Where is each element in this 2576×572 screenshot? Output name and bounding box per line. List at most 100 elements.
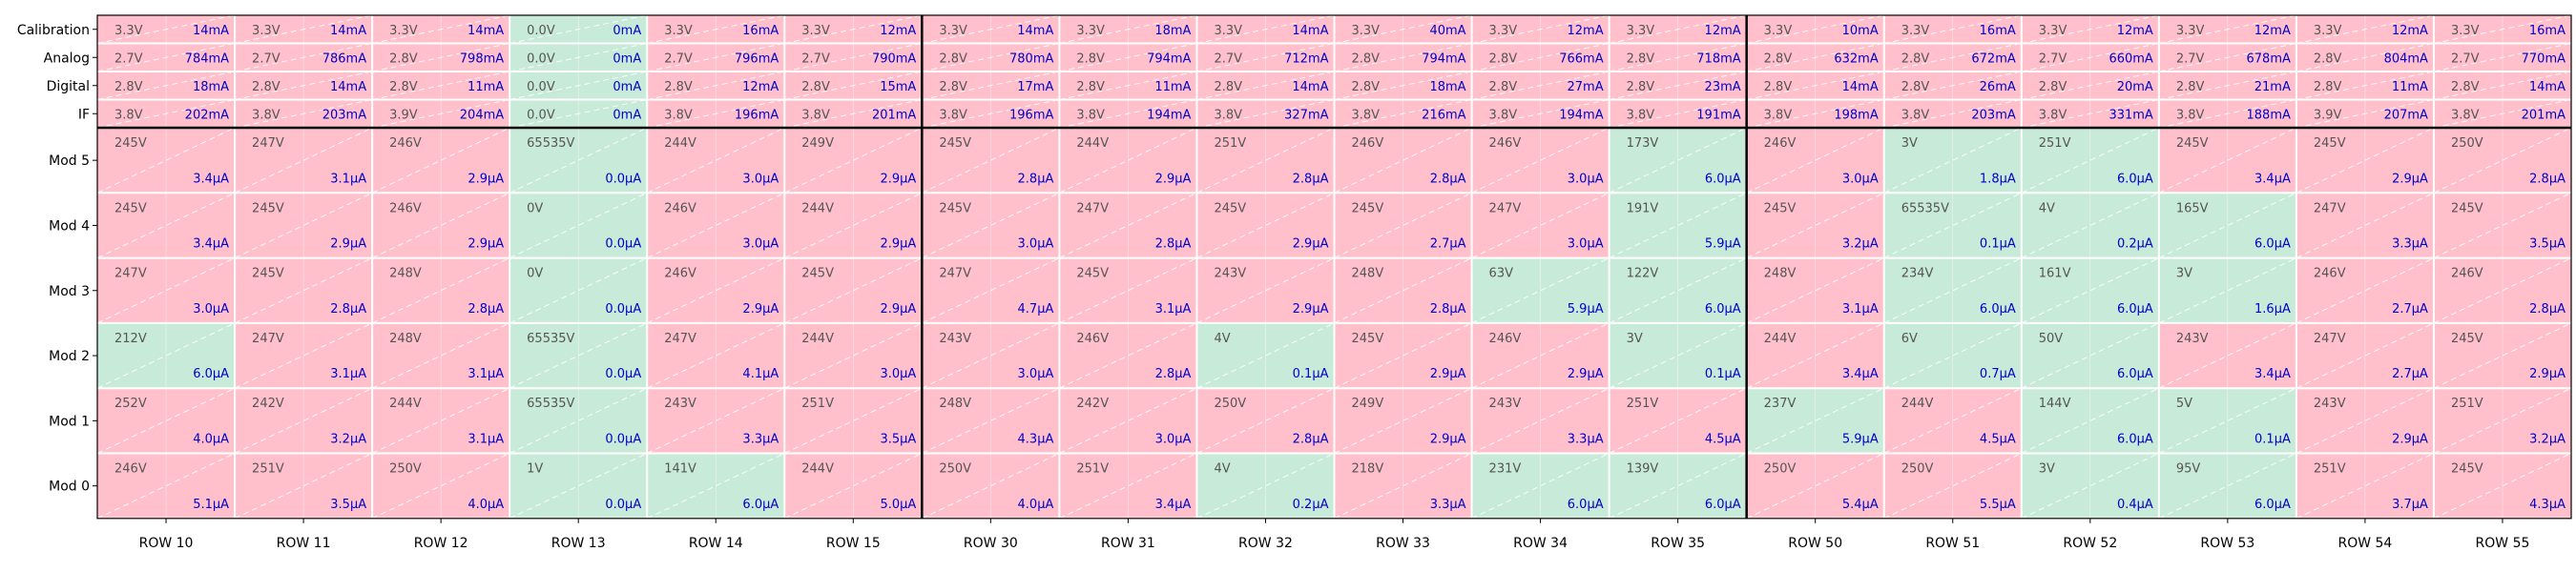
cell-diagonal <box>647 322 785 389</box>
column-label: ROW 30 <box>964 536 1018 551</box>
module-current-label: 2.9µA <box>467 237 504 252</box>
module-voltage-label: 65535V <box>527 332 574 346</box>
module-current-label: 3.0µA <box>1155 433 1192 447</box>
cell-diagonal <box>1334 257 1472 324</box>
module-voltage-label: 248V <box>1352 267 1384 281</box>
power-current-label: 12mA <box>742 80 779 94</box>
module-current-label: 3.0µA <box>1018 367 1054 381</box>
module-current-label: 3.4µA <box>1155 498 1192 512</box>
power-current-label: 0mA <box>613 80 641 94</box>
power-voltage-label: 2.7V <box>801 51 830 66</box>
power-current-label: 23mA <box>1705 80 1741 94</box>
power-current-label: 0mA <box>613 108 641 122</box>
column-label: ROW 34 <box>1513 536 1568 551</box>
cell-diagonal <box>922 257 1060 324</box>
cell-diagonal <box>2158 322 2297 389</box>
power-voltage-label: 0.0V <box>527 24 555 38</box>
power-current-label: 20mA <box>2117 80 2153 94</box>
module-voltage-label: 212V <box>114 332 147 346</box>
cell-diagonal <box>234 127 373 194</box>
module-voltage-label: 3V <box>1901 136 1918 151</box>
power-voltage-label: 3.3V <box>2451 24 2480 38</box>
module-current-label: 2.9µA <box>1430 367 1466 381</box>
power-voltage-label: 3.8V <box>114 108 143 122</box>
power-voltage-label: 0.0V <box>527 108 555 122</box>
module-current-label: 6.0µA <box>1980 302 2016 317</box>
cell-diagonal <box>2433 257 2572 324</box>
module-current-label: 6.0µA <box>193 367 229 381</box>
power-voltage-label: 3.3V <box>1627 24 1655 38</box>
power-voltage-label: 2.8V <box>1489 51 1518 66</box>
power-voltage-label: 2.8V <box>1627 51 1655 66</box>
module-voltage-label: 249V <box>801 136 834 151</box>
power-current-label: 632mA <box>1834 51 1878 66</box>
module-current-label: 3.2µA <box>2529 433 2566 447</box>
module-current-label: 3.0µA <box>742 172 779 186</box>
power-voltage-label: 2.8V <box>1076 80 1105 94</box>
module-current-label: 3.4µA <box>193 237 229 252</box>
power-current-label: 12mA <box>2117 24 2153 38</box>
module-current-label: 0.2µA <box>2117 237 2153 252</box>
module-voltage-label: 5V <box>2176 397 2192 411</box>
power-voltage-label: 2.7V <box>114 51 143 66</box>
module-current-label: 3.5µA <box>880 433 916 447</box>
power-current-label: 202mA <box>185 108 229 122</box>
power-voltage-label: 2.8V <box>114 80 143 94</box>
cell-diagonal <box>2296 257 2435 324</box>
module-voltage-label: 246V <box>1076 332 1109 346</box>
power-voltage-label: 2.8V <box>1901 80 1930 94</box>
cell-diagonal <box>922 322 1060 389</box>
cell-diagonal <box>784 257 923 324</box>
power-voltage-label: 3.3V <box>664 24 693 38</box>
cell-diagonal <box>1471 322 1610 389</box>
module-voltage-label: 247V <box>252 136 284 151</box>
module-voltage-label: 242V <box>252 397 284 411</box>
module-current-label: 1.8µA <box>1980 172 2016 186</box>
module-current-label: 3.5µA <box>330 498 366 512</box>
power-voltage-label: 2.8V <box>2451 80 2480 94</box>
module-current-label: 3.1µA <box>467 433 504 447</box>
module-current-label: 5.9µA <box>1568 302 1604 317</box>
power-current-label: 18mA <box>1429 80 1465 94</box>
power-voltage-label: 2.8V <box>1901 51 1930 66</box>
power-voltage-label: 2.8V <box>389 80 418 94</box>
cell-diagonal <box>234 192 373 259</box>
cell-diagonal <box>1471 453 1610 520</box>
power-voltage-label: 2.7V <box>2451 51 2480 66</box>
module-current-label: 6.0µA <box>2117 302 2153 317</box>
cell-diagonal <box>2296 453 2435 520</box>
power-voltage-label: 2.8V <box>1764 80 1793 94</box>
module-voltage-label: 144V <box>2039 397 2071 411</box>
cell-diagonal <box>96 453 236 520</box>
power-current-label: 198mA <box>1834 108 1878 122</box>
cell-diagonal <box>2296 322 2435 389</box>
module-current-label: 3.3µA <box>742 433 779 447</box>
module-voltage-label: 251V <box>2451 397 2483 411</box>
power-current-label: 11mA <box>467 80 504 94</box>
module-voltage-label: 245V <box>2176 136 2209 151</box>
column-label: ROW 53 <box>2200 536 2254 551</box>
power-voltage-label: 3.8V <box>252 108 280 122</box>
module-current-label: 5.4µA <box>1842 498 1879 512</box>
module-voltage-label: 245V <box>801 267 834 281</box>
module-voltage-label: 247V <box>2314 201 2346 215</box>
module-current-label: 3.1µA <box>467 367 504 381</box>
power-current-label: 790mA <box>872 51 916 66</box>
module-voltage-label: 244V <box>389 397 422 411</box>
cell-diagonal <box>1609 453 1747 520</box>
module-voltage-label: 250V <box>1214 397 1246 411</box>
power-voltage-label: 2.7V <box>2176 51 2205 66</box>
power-current-label: 14mA <box>1292 80 1328 94</box>
power-row-label: Calibration <box>17 23 90 38</box>
module-voltage-label: 245V <box>1352 332 1384 346</box>
power-voltage-label: 2.7V <box>252 51 280 66</box>
cell-diagonal <box>1196 257 1335 324</box>
module-voltage-label: 245V <box>2451 462 2483 477</box>
module-current-label: 2.9µA <box>330 237 366 252</box>
column-label: ROW 51 <box>1925 536 1980 551</box>
module-voltage-label: 248V <box>1764 267 1797 281</box>
power-current-label: 21mA <box>2254 80 2291 94</box>
cell-diagonal <box>96 127 236 194</box>
module-current-label: 6.0µA <box>1705 498 1741 512</box>
cell-diagonal <box>1059 387 1197 454</box>
